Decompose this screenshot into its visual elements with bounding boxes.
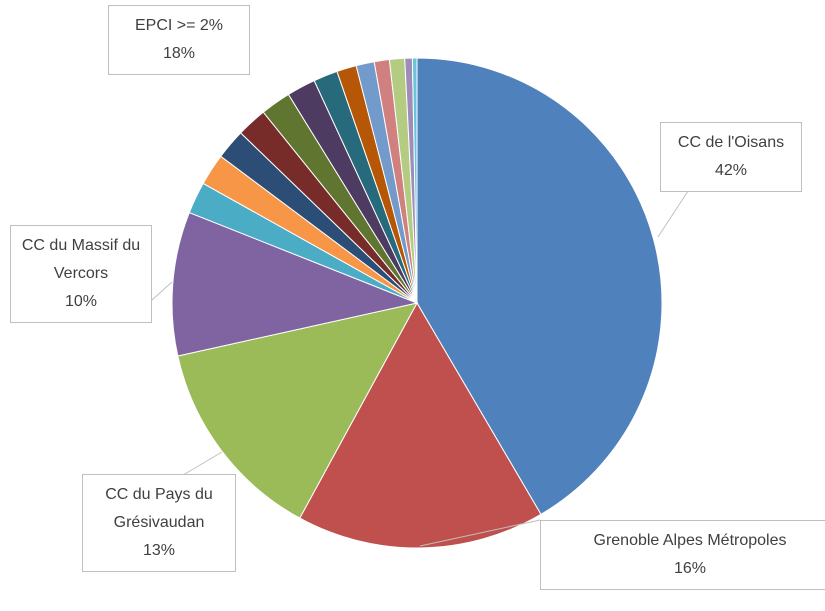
leader-line: [151, 281, 173, 301]
slice-label: CC du Pays du Grésivaudan 13%: [82, 474, 236, 572]
value-label: 10%: [64, 293, 98, 310]
pie-slice: [171, 211, 419, 357]
leader-line: [419, 519, 541, 547]
value-label: 18%: [162, 45, 196, 62]
annotation: EPCI >= 2% 18%: [108, 5, 250, 75]
value-label: 16%: [673, 560, 707, 577]
slice-label: CC du Massif du Vercors 10%: [10, 225, 152, 323]
pie-slice: [411, 57, 418, 304]
leader-line: [177, 451, 223, 479]
pie-slice: [177, 302, 418, 519]
pie-slice: [416, 57, 663, 516]
value-label: 13%: [142, 542, 176, 559]
category-label: CC du Pays du Grésivaudan: [105, 486, 213, 531]
category-label: Grenoble Alpes Métropoles: [593, 532, 787, 549]
slice-label: CC de l'Oisans 42%: [660, 122, 802, 192]
category-label: CC de l'Oisans: [677, 134, 785, 151]
pie-slice: [299, 301, 542, 549]
category-label: EPCI >= 2%: [134, 17, 224, 34]
leader-line: [657, 187, 691, 238]
slice-label: Grenoble Alpes Métropoles 16%: [540, 520, 825, 590]
category-label: CC du Massif du Vercors: [21, 237, 141, 282]
value-label: 42%: [714, 162, 748, 179]
